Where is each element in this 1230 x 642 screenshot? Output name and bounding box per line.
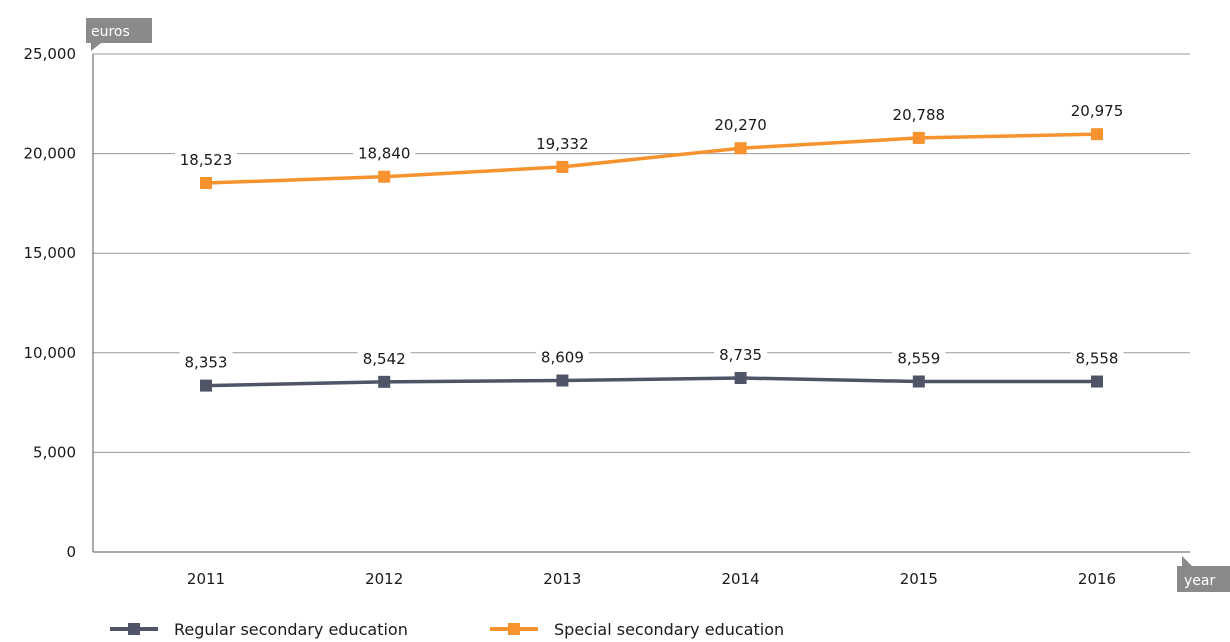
- data-label-bg: [887, 103, 950, 124]
- y-tick-label: 0: [66, 543, 76, 561]
- data-label-bg: [531, 132, 594, 153]
- data-label: 8,542: [363, 350, 406, 368]
- data-point: [912, 375, 925, 388]
- legend: Regular secondary education Special secon…: [110, 620, 784, 639]
- legend-swatch-marker: [508, 623, 520, 635]
- legend-item: Special secondary education: [490, 620, 784, 639]
- data-label-bg: [1070, 347, 1124, 368]
- data-label: 20,975: [1071, 102, 1124, 120]
- x-tick-label: 2012: [365, 570, 403, 588]
- legend-label: Regular secondary education: [174, 620, 408, 639]
- data-point: [200, 177, 212, 190]
- x-tick-label: 2015: [900, 570, 938, 588]
- y-axis-unit-tag: euros: [86, 18, 152, 51]
- y-tick-label: 10,000: [24, 344, 77, 362]
- x-tick-label: 2013: [543, 570, 581, 588]
- data-label: 8,735: [719, 346, 762, 364]
- data-label-bg: [357, 347, 411, 368]
- legend-label: Special secondary education: [554, 620, 784, 639]
- legend-swatch-marker: [128, 623, 140, 635]
- data-label-bg: [1066, 100, 1128, 121]
- data-label: 8,558: [1076, 350, 1119, 368]
- data-label-bg: [535, 346, 589, 367]
- data-point: [1091, 128, 1103, 141]
- data-label-bg: [709, 114, 772, 135]
- legend-item: Regular secondary education: [110, 620, 408, 639]
- x-axis-ticks: 2011 2012 2013 2014 2015 2016: [187, 570, 1116, 588]
- data-label: 8,609: [541, 349, 584, 367]
- data-label: 18,840: [358, 145, 411, 163]
- data-point: [378, 375, 391, 388]
- data-label-bg: [714, 343, 768, 364]
- data-point: [734, 142, 747, 155]
- gridlines: [92, 53, 1190, 553]
- data-point: [912, 131, 925, 144]
- data-point: [200, 379, 212, 392]
- y-tick-label: 5,000: [33, 443, 76, 461]
- y-tick-label: 25,000: [24, 45, 77, 63]
- data-point: [1091, 375, 1103, 388]
- data-label: 8,353: [185, 354, 228, 372]
- data-point: [556, 160, 569, 173]
- data-label-bg: [179, 351, 233, 372]
- series-line: [205, 376, 1098, 388]
- y-tick-label: 20,000: [24, 145, 77, 163]
- x-tick-label: 2016: [1078, 570, 1116, 588]
- data-point: [378, 170, 391, 183]
- data-point: [556, 374, 569, 387]
- series-1: 8,353 8,542 8,609 8,735 8,559 8,558: [179, 343, 1124, 392]
- data-label-bg: [175, 149, 237, 170]
- series-2: 18,523 18,840 19,332 20,270 20,788 20,975: [175, 100, 1128, 190]
- series-line: [205, 132, 1098, 185]
- series-layer: 8,353 8,542 8,609 8,735 8,559 8,558 18,523 18,8…: [175, 100, 1128, 392]
- x-axis-label: year: [1184, 573, 1215, 589]
- data-point: [734, 371, 747, 384]
- x-tick-label: 2011: [187, 570, 225, 588]
- y-tick-label: 15,000: [24, 244, 77, 262]
- data-label: 8,559: [897, 350, 940, 368]
- y-axis-ticks: 0 5,000 10,000 15,000 20,000 25,000: [24, 45, 77, 561]
- x-axis-unit-tag: year: [1177, 556, 1230, 592]
- data-label-bg: [892, 347, 946, 368]
- data-label-bg: [353, 142, 416, 163]
- data-label: 19,332: [536, 135, 589, 153]
- data-label: 20,270: [714, 116, 767, 134]
- x-tick-label: 2014: [722, 570, 760, 588]
- data-label: 20,788: [893, 106, 946, 124]
- data-label: 18,523: [180, 151, 233, 169]
- y-axis-label: euros: [91, 24, 130, 40]
